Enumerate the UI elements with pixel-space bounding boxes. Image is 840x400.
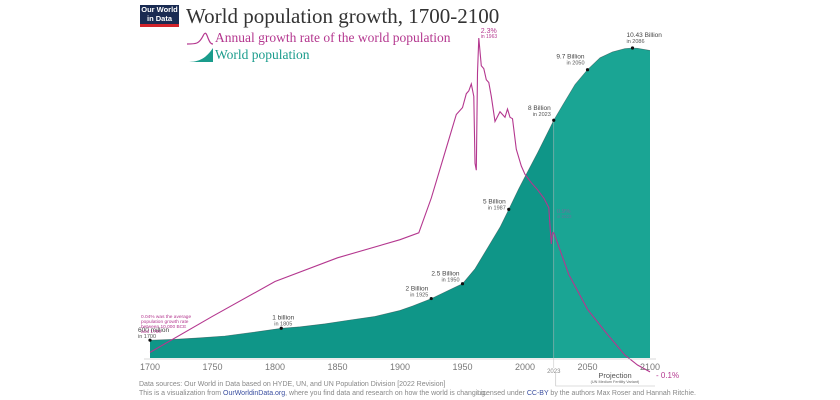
- logo-line-2: in Data: [146, 13, 172, 23]
- growth-peak-label: 2.3%: [481, 28, 497, 35]
- visualization-note: This is a visualization from OurWorldinD…: [139, 390, 488, 397]
- x-tick-label: 1900: [390, 362, 410, 372]
- footer-license: Licensed under CC-BY by the authors Max …: [477, 390, 696, 397]
- logo-line-1: Our World: [141, 5, 178, 14]
- population-area-historical: [150, 120, 554, 358]
- population-annotation-year: in 2050: [566, 61, 584, 67]
- population-annotation-label: 600 million: [138, 327, 169, 334]
- x-tick-label: 1850: [327, 362, 347, 372]
- growth-2023-label: 0.9%: [557, 209, 571, 215]
- population-marker: [552, 118, 556, 122]
- growth-rate-line: [149, 37, 651, 373]
- growth-note-line: 0.04% was the average: [141, 314, 191, 320]
- population-outline: [149, 47, 651, 341]
- x-tick-label: 1750: [202, 362, 222, 372]
- growth-end-label: - 0.1%: [656, 371, 679, 380]
- growth-note-line: and 1700: [141, 329, 161, 335]
- chart-title: World population growth, 1700-2100: [186, 4, 500, 28]
- legend-growth-rate: Annual growth rate of the world populati…: [215, 30, 451, 45]
- x-tick-label: 2000: [515, 362, 535, 372]
- population-marker: [507, 207, 511, 211]
- population-marker: [630, 46, 635, 50]
- growth-note-line: between 10,000 BCE: [141, 324, 186, 330]
- population-annotation-label: 8 Billion: [528, 105, 551, 112]
- x-tick-label: 2100: [640, 362, 660, 372]
- legend-population: World population: [215, 47, 310, 62]
- growth-peak-year: in 1963: [481, 34, 498, 40]
- projection-label: Projection: [598, 371, 631, 380]
- projection-sublabel: (UN Medium Fertility Variant): [591, 380, 640, 384]
- population-annotation-year: in 1805: [274, 321, 292, 327]
- population-annotation-year: in 2086: [627, 39, 645, 45]
- growth-2023-year: in 2023: [557, 214, 572, 219]
- population-annotation-label: 10.43 Billion: [627, 32, 663, 39]
- population-marker: [279, 326, 283, 330]
- population-annotation-year: in 1700: [138, 334, 156, 340]
- x-tick-label: 1950: [452, 362, 472, 372]
- owid-logo[interactable]: Our World in Data: [140, 5, 179, 27]
- x-tick-label: 1700: [140, 362, 160, 372]
- growth-note-line: population growth rate: [141, 319, 189, 325]
- population-annotation-year: in 2023: [533, 112, 551, 118]
- population-annotation-label: 5 Billion: [483, 198, 506, 205]
- cc-by-link[interactable]: CC-BY: [526, 390, 549, 397]
- population-annotation-label: 2 Billion: [405, 286, 428, 293]
- population-marker: [148, 338, 152, 342]
- projection-bracket: [555, 373, 655, 387]
- population-area-projection: [553, 48, 650, 358]
- population-marker: [460, 282, 465, 286]
- population-annotation-label: 2.5 Billion: [431, 271, 460, 278]
- x-tick-label: 1800: [265, 362, 285, 372]
- population-annotation-label: 9.7 Billion: [556, 54, 585, 61]
- sources-text: Data sources: Our World in Data based on…: [139, 381, 446, 388]
- projection-tick-label: 2023: [547, 369, 561, 375]
- population-annotation-year: in 1950: [441, 278, 459, 284]
- population-annotation-label: 1 billion: [272, 314, 294, 321]
- population-marker: [585, 68, 590, 72]
- population-annotation-year: in 1925: [410, 293, 428, 299]
- footer-sources: Data sources: Our World in Data based on…: [139, 380, 487, 398]
- owid-link[interactable]: OurWorldinData.org: [223, 390, 286, 397]
- population-marker: [429, 296, 433, 301]
- x-tick-label: 2050: [577, 362, 597, 372]
- population-annotation-year: in 1987: [488, 205, 506, 211]
